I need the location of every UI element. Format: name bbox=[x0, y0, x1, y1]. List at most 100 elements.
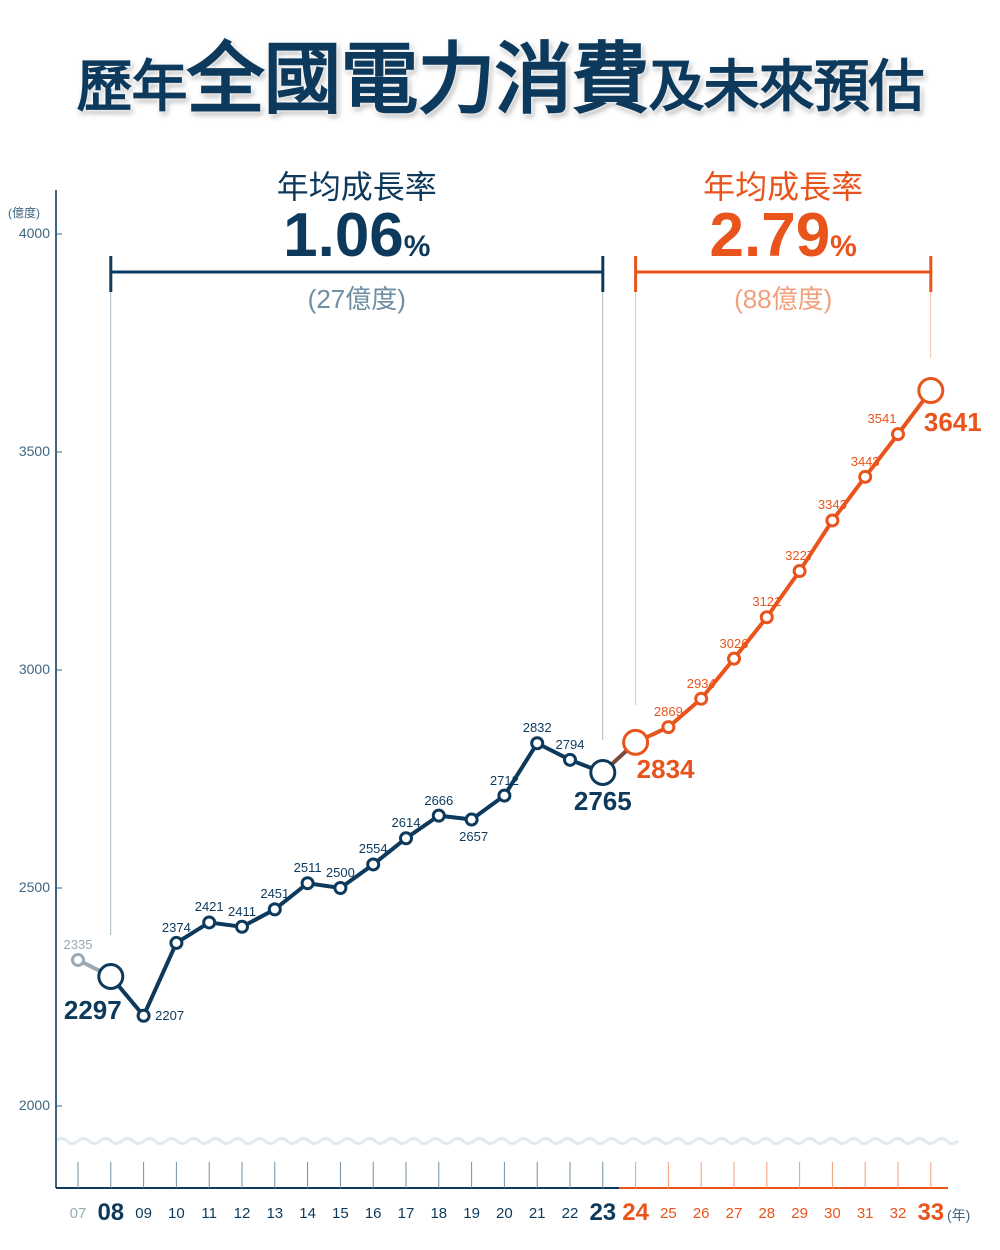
data-label-12: 2411 bbox=[228, 903, 256, 919]
data-label-33: 3641 bbox=[923, 406, 982, 437]
rate-value: 1.06 bbox=[283, 201, 404, 270]
data-label-08: 2297 bbox=[63, 994, 122, 1025]
data-label-22: 2794 bbox=[555, 736, 585, 752]
x-tick-label: 33 bbox=[917, 1199, 945, 1226]
data-label-23: 2765 bbox=[573, 786, 632, 817]
data-point-16 bbox=[366, 857, 381, 872]
data-point-22 bbox=[563, 752, 577, 767]
data-point-12 bbox=[235, 919, 249, 934]
data-point-10 bbox=[169, 935, 184, 950]
data-point-20 bbox=[497, 788, 512, 803]
growth-amount: (88億度) bbox=[734, 284, 833, 314]
data-point-19 bbox=[464, 812, 479, 827]
x-tick-label: 09 bbox=[135, 1205, 152, 1222]
x-tick-label: 31 bbox=[856, 1205, 874, 1222]
data-label-32: 3541 bbox=[867, 411, 897, 427]
data-label-31: 3443 bbox=[850, 453, 880, 469]
data-point-09 bbox=[136, 1008, 151, 1023]
x-tick-label: 26 bbox=[692, 1205, 710, 1222]
data-point-27 bbox=[727, 651, 741, 666]
data-point-08 bbox=[97, 963, 125, 991]
data-point-29 bbox=[792, 564, 807, 579]
data-point-14 bbox=[300, 876, 315, 891]
x-tick-label: 14 bbox=[299, 1205, 316, 1222]
data-label-29: 3227 bbox=[785, 548, 815, 564]
data-label-19: 2657 bbox=[459, 828, 489, 844]
data-label-27: 3026 bbox=[719, 635, 749, 651]
x-axis-unit: (年) bbox=[947, 1207, 971, 1223]
data-point-11 bbox=[202, 915, 217, 930]
x-tick-label: 22 bbox=[561, 1205, 579, 1222]
data-point-15 bbox=[333, 881, 348, 895]
data-label-30: 3343 bbox=[817, 497, 847, 513]
x-tick-label: 20 bbox=[496, 1205, 513, 1222]
chart-title: 歷年全國電力消費及未來預估 bbox=[0, 35, 1000, 125]
x-tick-label: 21 bbox=[528, 1205, 546, 1222]
data-label-09: 2207 bbox=[155, 1007, 185, 1023]
title-part-1: 歷年 bbox=[76, 55, 187, 120]
x-tick-label: 24 bbox=[622, 1199, 649, 1226]
data-point-17 bbox=[399, 831, 413, 846]
data-point-26 bbox=[694, 691, 709, 706]
data-label-07: 2335 bbox=[63, 936, 93, 952]
data-label-17: 2614 bbox=[391, 815, 421, 831]
data-label-11: 2421 bbox=[194, 899, 224, 915]
data-point-25 bbox=[661, 720, 676, 735]
x-tick-label: 30 bbox=[824, 1205, 841, 1222]
data-point-24 bbox=[622, 728, 650, 756]
data-label-28: 3121 bbox=[752, 594, 782, 610]
data-label-15: 2500 bbox=[325, 865, 355, 880]
rate-unit: % bbox=[830, 230, 857, 263]
data-point-13 bbox=[267, 902, 282, 917]
x-tick-label: 25 bbox=[660, 1205, 677, 1222]
data-label-25: 2869 bbox=[653, 704, 683, 720]
growth-rate: 1.06% bbox=[283, 205, 430, 267]
axis-break-wave bbox=[54, 1137, 960, 1145]
x-tick-label: 19 bbox=[463, 1205, 480, 1222]
x-tick-label: 08 bbox=[97, 1199, 125, 1226]
data-point-18 bbox=[431, 808, 446, 823]
y-tick-label: 2000 bbox=[18, 1097, 50, 1113]
growth-label: 年均成長率 bbox=[703, 169, 864, 205]
x-tick-label: 12 bbox=[233, 1205, 251, 1222]
series-line-history bbox=[109, 741, 604, 1018]
y-tick-label: 3500 bbox=[18, 443, 50, 459]
x-tick-label: 13 bbox=[266, 1205, 284, 1222]
title-part-3: 及未來預估 bbox=[648, 55, 925, 120]
data-label-24: 2834 bbox=[636, 754, 695, 785]
title-part-2: 全國電力消費 bbox=[186, 35, 649, 125]
data-label-20: 2712 bbox=[489, 772, 519, 788]
growth-rate: 2.79% bbox=[710, 205, 857, 267]
x-tick-label: 15 bbox=[332, 1205, 349, 1222]
series-line-forecast bbox=[634, 389, 933, 745]
growth-amount: (27億度) bbox=[307, 284, 406, 314]
data-label-10: 2374 bbox=[161, 919, 191, 935]
y-tick-label: 2500 bbox=[18, 879, 50, 895]
data-label-18: 2666 bbox=[424, 792, 454, 808]
data-point-30 bbox=[825, 513, 840, 528]
y-tick-label: 4000 bbox=[18, 225, 50, 241]
x-tick-label: 28 bbox=[758, 1205, 776, 1222]
x-tick-label: 07 bbox=[69, 1205, 87, 1222]
rate-unit: % bbox=[403, 230, 431, 263]
y-tick-label: 3000 bbox=[18, 661, 50, 677]
rate-value: 2.79 bbox=[709, 201, 831, 270]
y-axis-unit: (億度) bbox=[8, 206, 40, 220]
x-tick-label: 17 bbox=[397, 1205, 415, 1222]
data-label-21: 2832 bbox=[522, 720, 552, 736]
data-point-33 bbox=[917, 377, 945, 405]
x-tick-label: 23 bbox=[589, 1199, 617, 1226]
x-tick-label: 32 bbox=[889, 1205, 907, 1222]
x-tick-label: 10 bbox=[168, 1205, 185, 1222]
x-tick-label: 27 bbox=[725, 1205, 743, 1222]
growth-label: 年均成長率 bbox=[276, 169, 437, 205]
data-point-23 bbox=[589, 758, 617, 786]
data-point-31 bbox=[858, 469, 873, 484]
x-tick-label: 29 bbox=[791, 1205, 808, 1222]
x-tick-label: 16 bbox=[364, 1205, 382, 1222]
data-point-21 bbox=[530, 736, 545, 751]
data-point-07 bbox=[71, 952, 85, 967]
data-point-32 bbox=[891, 427, 905, 442]
data-label-26: 2934 bbox=[686, 675, 716, 691]
